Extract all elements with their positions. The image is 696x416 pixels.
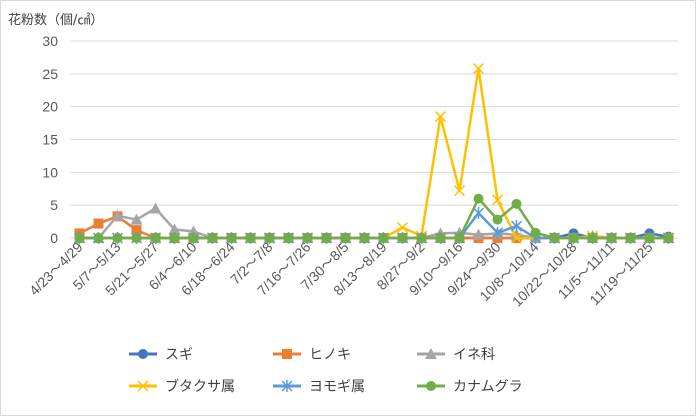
y-tick-label: 15 [42, 132, 58, 148]
data-point [472, 207, 485, 220]
series-6 [74, 193, 674, 243]
data-point [187, 225, 200, 237]
data-point [491, 226, 504, 239]
data-point [587, 233, 598, 243]
data-point [606, 233, 617, 243]
gridlines [70, 40, 678, 239]
series-4 [73, 63, 675, 244]
data-point [454, 233, 465, 243]
data-point [149, 202, 162, 214]
data-point [473, 193, 484, 204]
data-point [625, 233, 636, 243]
data-point [93, 218, 104, 229]
legend-item: ヨモギ属 [273, 379, 365, 395]
y-tick-label: 25 [42, 66, 58, 82]
legend-item: イネ科 [417, 347, 495, 363]
legend-label: イネ科 [453, 347, 495, 363]
legend-item: ヒノキ [273, 347, 351, 363]
data-point [435, 233, 446, 243]
data-point [150, 233, 161, 243]
series-line [79, 67, 669, 240]
data-point [491, 194, 504, 206]
series-line [79, 197, 669, 240]
data-point [644, 233, 655, 243]
legend-label: ブタクサ属 [165, 378, 235, 395]
series-line [79, 207, 669, 240]
data-point [226, 233, 237, 243]
legend-item: ブタクサ属 [129, 378, 235, 395]
data-point [138, 349, 148, 359]
legend-item: スギ [129, 347, 193, 363]
data-point [472, 228, 485, 240]
data-point [396, 221, 409, 234]
y-tick-label: 0 [50, 230, 58, 246]
data-point [378, 233, 389, 243]
data-point [511, 198, 522, 209]
data-point [281, 380, 293, 392]
data-point [137, 380, 149, 392]
data-point [510, 232, 523, 244]
data-point [397, 233, 408, 243]
data-point [472, 63, 485, 75]
data-point [492, 214, 503, 225]
data-point [131, 225, 142, 236]
data-point [359, 233, 370, 243]
y-tick-labels: 0 5 10 15 20 25 30 [42, 33, 58, 246]
data-point [282, 349, 292, 359]
y-tick-label: 5 [50, 197, 58, 213]
data-point [426, 381, 436, 391]
data-point [74, 233, 85, 243]
data-point [168, 223, 181, 235]
y-tick-label: 20 [42, 99, 58, 115]
data-point [549, 233, 560, 243]
legend-label: カナムグラ [453, 379, 523, 395]
legend-label: ヨモギ属 [309, 379, 365, 395]
data-point [434, 110, 447, 123]
legend-label: スギ [165, 347, 193, 363]
data-point [568, 233, 579, 243]
data-point [283, 233, 294, 243]
data-point [340, 233, 351, 243]
data-point [207, 233, 218, 243]
data-point [663, 233, 674, 243]
data-point [112, 233, 123, 243]
x-tick-labels: 4/23～4/295/7～5/135/21～5/276/4～6/106/18～6… [26, 239, 656, 310]
y-tick-label: 10 [42, 164, 58, 180]
data-point [425, 348, 437, 359]
legend-item: カナムグラ [417, 379, 523, 395]
series-lines [73, 63, 675, 244]
data-point [130, 213, 143, 225]
data-point [93, 233, 104, 243]
y-tick-label: 30 [42, 33, 58, 49]
data-point [169, 233, 180, 243]
data-point [416, 233, 427, 243]
legend-label: ヒノキ [309, 347, 351, 363]
data-point [111, 209, 124, 221]
data-point [245, 233, 256, 243]
data-point [530, 227, 541, 238]
data-point [264, 233, 275, 243]
data-point [131, 233, 142, 243]
data-point [510, 220, 523, 233]
data-point [302, 233, 313, 243]
data-point [321, 233, 332, 243]
data-point [453, 185, 466, 197]
y-axis-title: 花粉数（個/㎠） [8, 12, 103, 28]
data-point [188, 233, 199, 243]
